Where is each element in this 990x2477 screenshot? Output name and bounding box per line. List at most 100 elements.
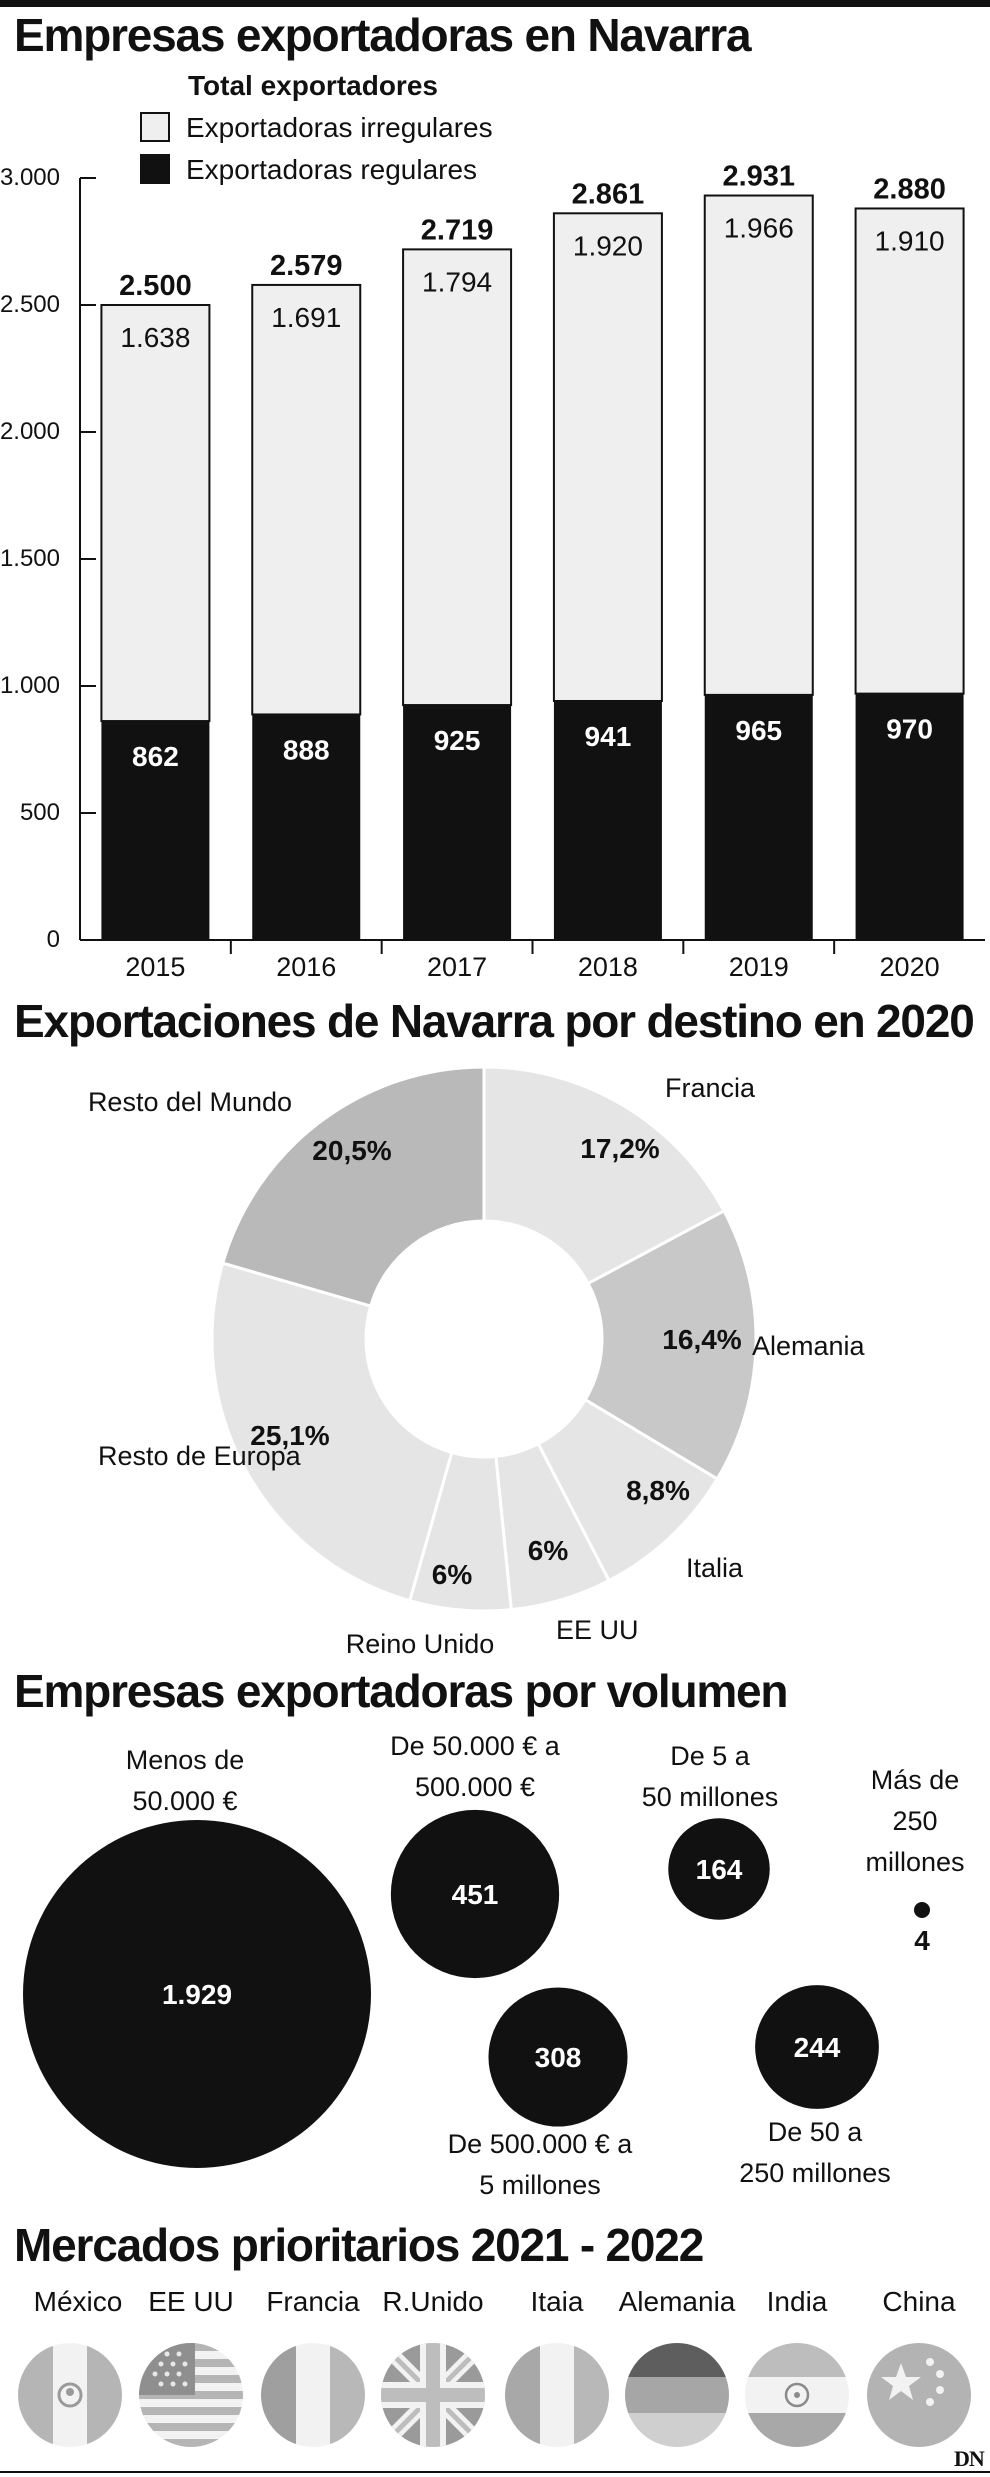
market-label-ee-uu: EE UU — [148, 2286, 234, 2317]
y-tick-label: 0 — [47, 926, 60, 953]
bubble-value-1: 451 — [452, 1879, 499, 1910]
irregular-label-2016: 1.691 — [271, 302, 341, 333]
regular-label-2020: 970 — [886, 714, 933, 745]
legend-swatch-regular — [140, 154, 170, 184]
y-tick-label: 500 — [20, 799, 60, 826]
regular-label-2016: 888 — [283, 734, 330, 765]
bar-regular-2016 — [252, 714, 361, 940]
total-label-2015: 2.500 — [119, 270, 192, 302]
india-flag-icon — [745, 2343, 849, 2447]
y-tick-label: 1.500 — [0, 545, 60, 572]
x-tick-label-2019: 2019 — [729, 952, 789, 982]
market-label-r-unido: R.Unido — [382, 2286, 484, 2317]
bubble-5 — [914, 1902, 930, 1918]
bubble-value-0: 1.929 — [162, 1979, 232, 2010]
donut-value-2: 8,8% — [626, 1475, 690, 1506]
donut-slice-5 — [210, 1261, 454, 1603]
donut-label-resto-mundo: Resto del Mundo — [87, 1087, 293, 1117]
donut-value-1: 16,4% — [662, 1324, 741, 1355]
y-tick-label: 3.000 — [0, 164, 60, 191]
bar-regular-2015 — [101, 721, 210, 940]
bubble-4 — [755, 1985, 879, 2109]
china-flag-icon — [867, 2343, 971, 2447]
volume-bubble-chart: 1.929 451 308 164 244 4 — [23, 1809, 930, 2168]
donut-label-ee-uu: EE UU — [556, 1615, 639, 1645]
market-label-itaia: Itaia — [530, 2286, 584, 2317]
volume-title: Empresas exportadoras por volumen — [14, 1665, 789, 1717]
legend-swatch-irregular — [140, 112, 170, 142]
bubble-value-4: 244 — [794, 2032, 841, 2063]
bubble-label-50k-500k: De 50.000 € a 500.000 € — [390, 1731, 560, 1802]
bubble-label-5m-50m: De 5 a 50 millones — [641, 1741, 779, 1812]
destinations-title: Exportaciones de Navarra por destino en … — [14, 995, 975, 1047]
bubble-value-2: 308 — [535, 2042, 582, 2073]
markets-title: Mercados prioritarios 2021 - 2022 — [14, 2219, 704, 2271]
donut-label-italia: Italia — [686, 1553, 744, 1583]
bar-regular-2018 — [553, 700, 662, 940]
donut-label-francia: Francia — [664, 1073, 756, 1103]
market-label-francia: Francia — [266, 2286, 360, 2317]
bubble-1 — [390, 1809, 560, 1979]
donut-label-reino-unido: Reino Unido — [345, 1629, 495, 1659]
exporters-title: Empresas exportadoras en Navarra — [14, 9, 752, 61]
bubble-2 — [488, 1987, 628, 2127]
destinations-donut-chart: 17,2% 16,4% 8,8% 6% 6% 25,1% 20,5% — [210, 1065, 758, 1613]
x-tick-label-2018: 2018 — [578, 952, 638, 982]
uk-flag-icon — [381, 2343, 485, 2447]
irregular-label-2019: 1.966 — [724, 213, 794, 244]
total-label-2018: 2.861 — [572, 178, 645, 210]
bottom-rule — [0, 2471, 990, 2473]
market-label-alemania: Alemania — [618, 2286, 736, 2317]
germany-flag-icon — [625, 2343, 729, 2447]
market-label-mexico: México — [33, 2286, 123, 2317]
irregular-label-2018: 1.920 — [573, 230, 643, 261]
donut-value-0: 17,2% — [580, 1133, 659, 1164]
bar-regular-2017 — [403, 705, 512, 940]
bubble-0 — [23, 1820, 371, 2168]
x-tick-label-2017: 2017 — [427, 952, 487, 982]
bubble-label-50m-250m: De 50 a 250 millones — [739, 2117, 891, 2188]
france-flag-icon — [261, 2343, 365, 2447]
bar-irregular-2020 — [854, 207, 965, 695]
total-label-2019: 2.931 — [722, 161, 795, 193]
bar-irregular-2018 — [552, 212, 663, 702]
regular-label-2018: 941 — [585, 721, 632, 752]
bar-regular-2019 — [704, 694, 813, 940]
exporters-bar-chart: 0 500 1.000 1.500 2.000 2.500 3.000 2.500 1.638 8… — [0, 161, 985, 982]
bar-irregular-2019 — [703, 194, 814, 696]
y-tick-label: 2.000 — [0, 418, 60, 445]
irregular-label-2020: 1.910 — [875, 225, 945, 256]
donut-slice-6 — [220, 1065, 486, 1308]
total-label-2017: 2.719 — [421, 214, 494, 246]
legend-label-regular: Exportadoras regulares — [186, 154, 478, 185]
x-tick-label-2015: 2015 — [125, 952, 185, 982]
bubble-value-3: 164 — [696, 1854, 743, 1885]
bubble-label-500k-5m: De 500.000 € a 5 millones — [447, 2129, 633, 2200]
regular-label-2019: 965 — [735, 715, 782, 746]
legend-title: Total exportadores — [188, 70, 438, 101]
y-tick-label: 1.000 — [0, 672, 60, 699]
x-tick-label-2016: 2016 — [276, 952, 336, 982]
bar-irregular-2016 — [251, 283, 362, 716]
market-label-india: India — [766, 2286, 828, 2317]
market-label-china: China — [882, 2286, 956, 2317]
top-rule — [0, 0, 990, 7]
y-tick-label: 2.500 — [0, 291, 60, 318]
donut-value-4: 6% — [432, 1559, 473, 1590]
irregular-label-2015: 1.638 — [120, 322, 190, 353]
bubble-label-mas-250m: Más de 250 millones — [865, 1765, 965, 1878]
donut-value-5: 25,1% — [250, 1420, 329, 1451]
donut-value-6: 20,5% — [312, 1135, 391, 1166]
irregular-label-2017: 1.794 — [422, 266, 492, 297]
mexico-flag-icon — [18, 2343, 122, 2447]
donut-value-3: 6% — [528, 1535, 569, 1566]
usa-flag-icon — [139, 2343, 243, 2447]
donut-label-alemania: Alemania — [752, 1331, 865, 1361]
bubble-label-menos-50k: Menos de 50.000 € — [125, 1745, 245, 1816]
x-tick-label-2020: 2020 — [880, 952, 940, 982]
bubble-value-5: 4 — [914, 1925, 930, 1956]
total-label-2016: 2.579 — [270, 250, 343, 282]
bubble-3 — [668, 1818, 770, 1920]
regular-label-2015: 862 — [132, 741, 179, 772]
legend-label-irregular: Exportadoras irregulares — [186, 112, 493, 143]
